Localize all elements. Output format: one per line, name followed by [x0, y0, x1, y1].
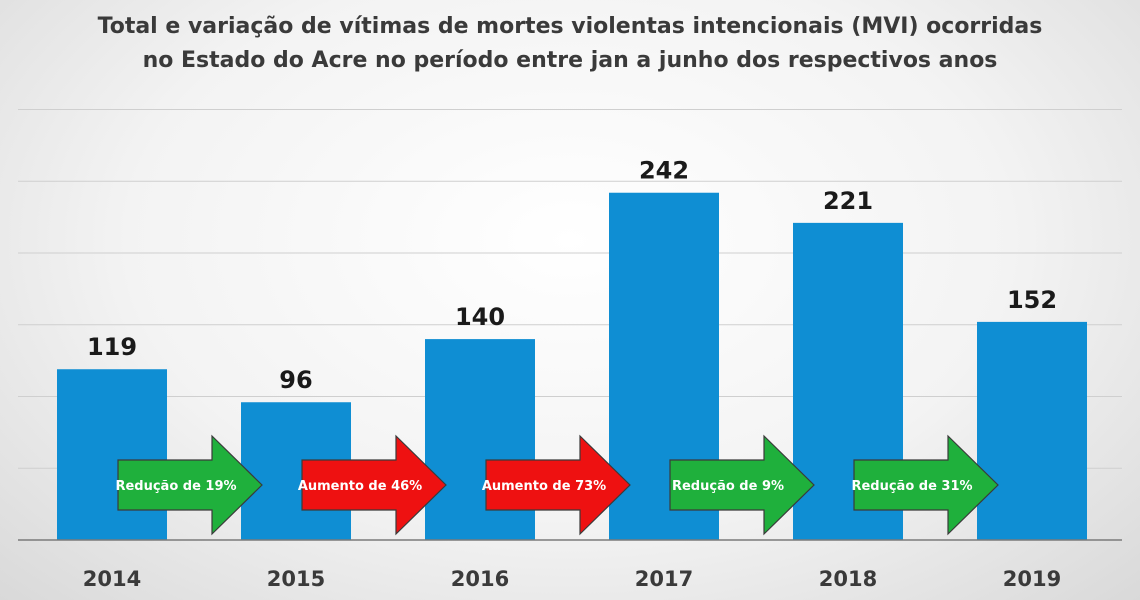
change-label-1: Redução de 19% — [115, 479, 236, 494]
increase-arrow-2 — [301, 434, 447, 536]
value-label-2015: 96 — [279, 366, 312, 394]
bar-2014 — [57, 369, 167, 540]
x-tick-label-2017: 2017 — [635, 567, 693, 591]
x-tick-label-2018: 2018 — [819, 567, 877, 591]
chart-title-line-1: Total e variação de vítimas de mortes vi… — [97, 14, 1043, 39]
change-label-2: Aumento de 46% — [298, 479, 422, 494]
x-tick-label-2015: 2015 — [267, 567, 325, 591]
decrease-arrow-1 — [117, 434, 263, 536]
change-label-3: Aumento de 73% — [482, 479, 606, 494]
chart-title: Total e variação de vítimas de mortes vi… — [0, 10, 1140, 78]
value-label-2014: 119 — [87, 333, 137, 361]
value-label-2019: 152 — [1007, 286, 1057, 314]
x-tick-label-2016: 2016 — [451, 567, 509, 591]
chart-title-line-2: no Estado do Acre no período entre jan a… — [142, 48, 998, 73]
bar-2019 — [977, 321, 1087, 540]
decrease-arrow-5 — [853, 434, 999, 536]
value-label-2016: 140 — [455, 303, 505, 331]
x-tick-label-2019: 2019 — [1003, 567, 1061, 591]
increase-arrow-3 — [485, 434, 631, 536]
value-label-2018: 221 — [823, 187, 873, 215]
change-label-5: Redução de 31% — [851, 479, 972, 494]
value-label-2017: 242 — [639, 157, 689, 185]
change-label-4: Redução de 9% — [672, 479, 784, 494]
x-tick-label-2014: 2014 — [83, 567, 141, 591]
decrease-arrow-4 — [669, 434, 815, 536]
